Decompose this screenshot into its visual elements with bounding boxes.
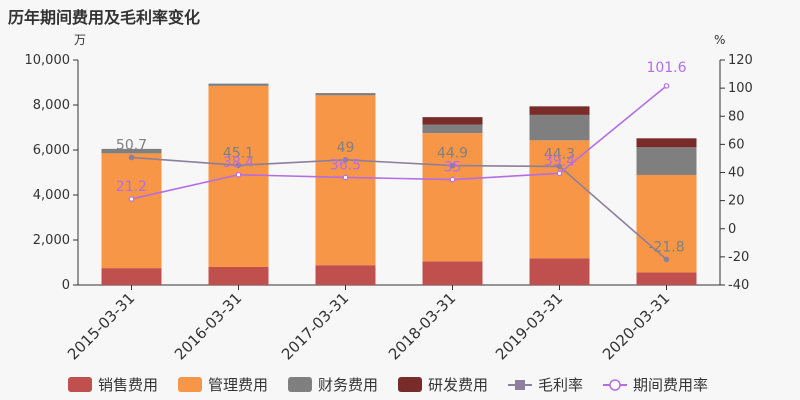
- legend-marker: [515, 380, 525, 390]
- line-point: [235, 162, 242, 169]
- legend-swatch: [68, 377, 92, 392]
- bar-segment: [636, 272, 697, 285]
- legend-label: 财务费用: [318, 376, 378, 394]
- line-point: [663, 83, 670, 89]
- data-label: 49: [337, 140, 355, 156]
- x-tick-label: 2019-03-31: [492, 289, 566, 363]
- line-point: [128, 154, 135, 161]
- x-tick-label: 2020-03-31: [599, 289, 673, 363]
- series-line: [131, 85, 668, 200]
- line-point: [663, 256, 670, 263]
- data-label: 44.9: [437, 146, 468, 162]
- data-label: -21.8: [648, 239, 684, 255]
- bar-segment: [208, 267, 269, 285]
- data-label: 44.3: [544, 146, 575, 162]
- data-label: 36.5: [330, 157, 361, 173]
- x-tick-label: 2018-03-31: [385, 289, 459, 363]
- bar-segment: [101, 153, 162, 269]
- left-tick-label: 0: [62, 278, 70, 293]
- data-label: 38.4: [223, 155, 254, 171]
- bar-segment: [101, 148, 162, 154]
- legend-label: 毛利率: [538, 376, 583, 394]
- right-tick-label: 40: [728, 166, 745, 181]
- bar-segment: [101, 268, 162, 285]
- left-tick-label: 10,000: [25, 53, 71, 68]
- bar-segment: [422, 261, 483, 285]
- bar-segment: [636, 138, 697, 148]
- data-label: 35: [444, 160, 462, 176]
- right-tick-label: 120: [728, 53, 753, 68]
- left-tick-label: 8,000: [33, 98, 70, 113]
- legend-swatch: [398, 377, 422, 392]
- line-point: [235, 171, 242, 178]
- line-point: [128, 196, 135, 202]
- bar-segment: [422, 124, 483, 134]
- line-point: [342, 174, 349, 181]
- x-tick-label: 2015-03-31: [64, 289, 138, 363]
- line-point: [556, 170, 563, 177]
- right-tick-label: -40: [728, 278, 749, 293]
- legend-marker: [609, 379, 621, 391]
- left-axis-unit: 万: [74, 33, 86, 47]
- legend-label: 研发费用: [428, 376, 488, 394]
- legend-label: 销售费用: [98, 376, 158, 394]
- right-tick-label: 100: [728, 81, 753, 96]
- bar-segment: [208, 83, 269, 86]
- bar-segment: [636, 147, 697, 175]
- bar-segment: [636, 174, 697, 273]
- bar-segment: [529, 258, 590, 285]
- series-line: [131, 156, 668, 261]
- right-tick-label: 60: [728, 137, 745, 152]
- x-tick-label: 2016-03-31: [171, 289, 245, 363]
- right-tick-label: 0: [728, 222, 736, 237]
- bar-segment: [315, 95, 376, 266]
- bar-segment: [529, 106, 590, 115]
- right-tick-label: -20: [728, 250, 749, 265]
- bar-segment: [529, 114, 590, 141]
- data-label: 45.1: [223, 145, 254, 161]
- bar-segment: [529, 140, 590, 259]
- left-tick-label: 4,000: [33, 188, 70, 203]
- line-point: [449, 162, 456, 169]
- chart-title: 历年期间费用及毛利率变化: [8, 8, 201, 27]
- right-tick-label: 80: [728, 109, 745, 124]
- bar-segment: [315, 93, 376, 96]
- right-axis-unit: %: [714, 33, 725, 47]
- data-label: 39.4: [544, 153, 575, 169]
- line-point: [449, 176, 456, 183]
- data-label: 101.6: [646, 60, 686, 76]
- left-tick-label: 6,000: [33, 143, 70, 158]
- data-label: 21.2: [116, 179, 147, 195]
- legend-swatch: [178, 377, 202, 392]
- right-tick-label: 20: [728, 194, 745, 209]
- legend-label: 期间费用率: [633, 376, 708, 394]
- bar-segment: [422, 117, 483, 125]
- legend-swatch: [288, 377, 312, 392]
- bar-segment: [422, 133, 483, 262]
- line-point: [342, 157, 349, 163]
- data-label: 50.7: [116, 137, 147, 153]
- line-point: [556, 163, 563, 170]
- legend-label: 管理费用: [208, 376, 268, 394]
- bar-segment: [315, 265, 376, 285]
- x-tick-label: 2017-03-31: [278, 289, 352, 363]
- left-tick-label: 2,000: [33, 233, 70, 248]
